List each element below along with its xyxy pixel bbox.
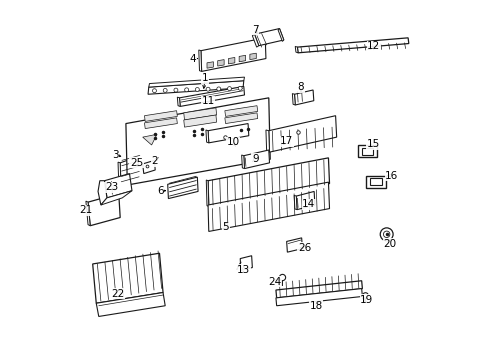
Text: 21: 21 [79,205,92,215]
Text: 26: 26 [297,243,310,253]
Text: 2: 2 [151,157,158,166]
Text: 9: 9 [251,154,258,163]
Text: 12: 12 [366,41,380,51]
Text: 15: 15 [366,139,379,149]
Polygon shape [241,155,244,168]
Polygon shape [252,34,258,47]
Polygon shape [294,195,296,210]
Circle shape [216,87,220,91]
Polygon shape [294,90,313,105]
Polygon shape [286,238,302,252]
Polygon shape [239,55,245,62]
Polygon shape [167,177,198,199]
Polygon shape [206,180,208,206]
Text: 5: 5 [222,222,229,232]
Polygon shape [207,123,248,143]
Polygon shape [275,281,362,298]
Polygon shape [144,118,177,129]
Circle shape [152,89,156,93]
Polygon shape [142,134,157,145]
Polygon shape [118,162,121,184]
Polygon shape [93,253,163,303]
Text: 23: 23 [105,182,118,192]
Polygon shape [295,46,298,53]
Polygon shape [206,62,213,68]
Polygon shape [148,81,244,94]
Polygon shape [183,115,216,127]
Polygon shape [179,86,244,107]
Circle shape [205,87,210,91]
Text: 3: 3 [112,150,118,160]
Text: 1: 1 [202,73,208,83]
Polygon shape [249,53,256,60]
Polygon shape [198,50,201,71]
Polygon shape [292,94,295,105]
Polygon shape [357,145,377,157]
Text: 16: 16 [384,171,398,181]
Polygon shape [86,201,90,226]
Text: 17: 17 [280,136,293,147]
Text: 10: 10 [226,138,239,148]
Text: 25: 25 [130,158,143,168]
Circle shape [163,89,167,93]
Text: 7: 7 [251,25,258,35]
Text: 13: 13 [237,265,250,275]
Polygon shape [125,98,270,185]
Polygon shape [228,58,234,64]
Polygon shape [296,192,314,210]
Polygon shape [244,150,269,168]
Polygon shape [205,130,208,143]
Polygon shape [362,148,372,155]
Polygon shape [224,113,257,123]
Text: 18: 18 [309,301,322,311]
Text: 14: 14 [302,199,315,209]
Polygon shape [142,160,155,174]
Polygon shape [98,181,107,205]
Text: 22: 22 [111,289,124,298]
Circle shape [227,87,231,91]
Text: 11: 11 [201,96,214,107]
Polygon shape [366,176,385,188]
Polygon shape [268,116,336,152]
Polygon shape [88,194,120,226]
Text: 19: 19 [359,295,372,305]
Text: 20: 20 [383,239,396,249]
Text: 6: 6 [157,186,163,196]
Polygon shape [240,256,252,270]
Polygon shape [120,156,141,184]
Polygon shape [224,106,257,116]
Circle shape [380,228,392,241]
Polygon shape [104,174,132,198]
Polygon shape [217,60,224,66]
Polygon shape [96,293,165,316]
Polygon shape [161,151,186,159]
Polygon shape [265,130,269,152]
Polygon shape [162,154,187,166]
Circle shape [174,88,178,92]
Polygon shape [183,108,216,120]
Polygon shape [101,191,132,205]
Text: 8: 8 [297,82,304,92]
Circle shape [184,88,188,92]
Polygon shape [207,182,329,231]
Polygon shape [201,38,265,71]
Polygon shape [177,97,180,107]
Polygon shape [278,28,283,41]
Polygon shape [297,38,408,53]
Circle shape [238,86,242,90]
Text: 4: 4 [189,54,196,64]
Polygon shape [275,289,362,306]
Polygon shape [254,28,283,46]
Polygon shape [148,77,244,87]
Circle shape [195,87,199,91]
Polygon shape [144,111,177,121]
Polygon shape [207,158,329,206]
Text: 24: 24 [268,277,281,287]
Polygon shape [369,178,381,185]
